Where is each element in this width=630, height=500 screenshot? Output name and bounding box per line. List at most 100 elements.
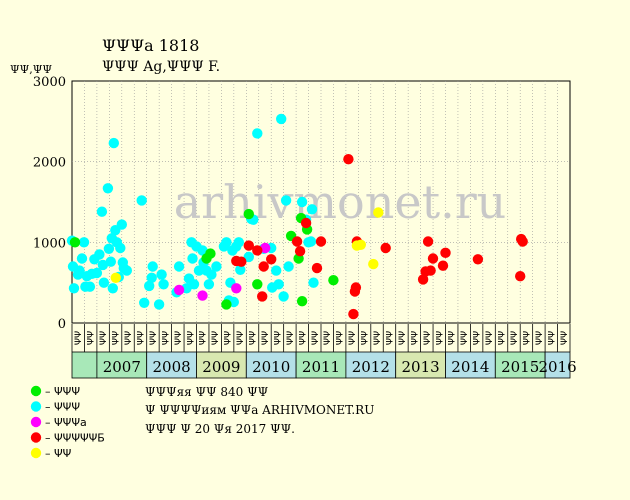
data-point [203,279,215,290]
data-point [243,208,254,220]
data-point [74,265,85,276]
data-point [308,277,319,288]
data-point [252,128,263,139]
y-ticks: 0 1000 2000 3000 [33,75,66,332]
data-point [258,261,269,272]
chart-subtitle: ΨΨΨ Ag,ΨΨΨ F. [102,59,220,75]
quarter-label: ΨΨ [311,331,321,345]
data-point [146,272,157,283]
quarter-label: ΨΨ [410,331,420,345]
year-label: 2010 [252,358,290,376]
y-tick-label: 0 [58,317,66,332]
data-point [188,279,200,290]
data-point [260,242,271,254]
year-label: 2007 [103,358,141,376]
data-point [116,219,128,230]
data-point [328,275,339,286]
data-point [94,249,105,260]
quarter-label: ΨΨ [99,331,109,345]
data-point [108,137,120,149]
data-point [231,283,242,294]
data-point [233,237,244,248]
quarter-label: ΨΨ [535,331,545,345]
data-point [84,281,96,292]
data-point [437,260,449,271]
y-tick-label: 3000 [33,75,66,90]
quarter-label: ΨΨ [261,331,271,345]
year-label: 2015 [501,358,539,376]
data-point [221,237,232,248]
data-point [271,265,282,276]
quarter-label: ΨΨ [373,331,383,345]
data-point [97,259,109,271]
quarter-label: ΨΨ [560,331,570,345]
data-point [98,277,110,288]
quarter-label: ΨΨ [361,331,371,345]
quarter-label: ΨΨ [510,331,520,345]
data-point [197,290,208,301]
data-point [243,251,254,263]
quarter-label: ΨΨ [136,331,146,345]
year-band-cell [445,351,496,379]
data-point [96,206,108,217]
year-label: 2009 [202,358,240,376]
quarter-label: ΨΨ [224,331,234,345]
data-point [105,256,117,267]
quarter-label: ΨΨ [298,331,308,345]
data-point [235,264,246,275]
data-point [221,299,232,310]
year-band-cell [544,351,571,379]
data-point [147,261,158,272]
data-point [115,242,126,254]
quarter-label: ΨΨ [249,331,259,345]
quarter-label: ΨΨ [423,331,433,345]
legend-marker [30,416,42,428]
legend-label: – ΨΨΨ [45,401,80,414]
year-band-cell [395,351,446,379]
year-band: 2007 2008 2009 2010 2011 2012 2013 2014 2015 2016 [71,351,577,379]
data-point [278,291,289,302]
quarter-label: ΨΨ [236,331,246,345]
data-point [252,245,263,256]
quarter-label: ΨΨ [174,331,184,345]
data-point [373,207,384,218]
data-point [91,267,103,279]
data-point [355,239,366,250]
data-point [380,242,391,254]
quarter-label: ΨΨ [199,331,209,345]
data-point [291,236,303,247]
chart-title: ΨΨΨa 1818 [102,36,199,55]
quarter-label: ΨΨ [348,331,358,345]
year-band-cell [196,351,247,379]
y-tick-label: 2000 [33,156,66,171]
data-point [425,265,436,276]
legend-label: – ΨΨΨa [45,416,87,429]
data-point [69,237,81,248]
year-band-cell [295,351,347,379]
quarter-label: ΨΨ [398,331,408,345]
data-point [243,240,254,251]
data-point [173,261,185,272]
data-point [76,253,88,264]
quarter-label: ΨΨ [498,331,508,345]
quarter-label: ΨΨ [273,331,283,345]
data-point [257,291,268,302]
quarter-label: ΨΨ [385,331,395,345]
year-label: 2016 [538,358,576,376]
legend-marker [30,401,42,412]
data-point [343,154,354,165]
data-point [103,243,115,254]
data-point [306,204,318,215]
data-point [121,265,132,276]
data-point [305,236,317,247]
data-point [427,253,439,264]
data-point [296,296,308,307]
data-point [110,272,122,283]
data-point [156,269,167,280]
quarter-label: ΨΨ [161,331,171,345]
quarter-label: ΨΨ [435,331,445,345]
quarter-label: ΨΨ [112,331,122,345]
data-point [102,183,114,194]
year-label: 2011 [302,358,340,376]
note-total: ΨΨΨяя ΨΨ 840 ΨΨ [145,385,269,399]
